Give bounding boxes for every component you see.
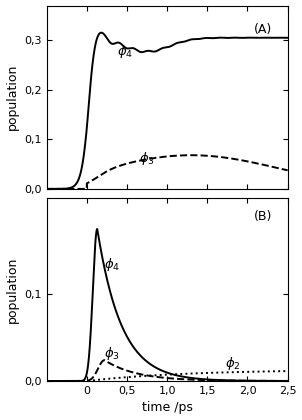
Y-axis label: population: population [6,256,19,323]
Text: $\phi_4$: $\phi_4$ [104,255,120,273]
X-axis label: time /ps: time /ps [142,402,193,415]
Text: $\phi_3$: $\phi_3$ [104,344,120,362]
Text: $\phi_4$: $\phi_4$ [117,43,133,60]
Y-axis label: population: population [5,64,18,131]
Text: $\phi_3$: $\phi_3$ [139,150,155,167]
Text: $\phi_2$: $\phi_2$ [225,355,241,372]
Text: (B): (B) [254,210,272,223]
Text: (A): (A) [254,23,272,36]
